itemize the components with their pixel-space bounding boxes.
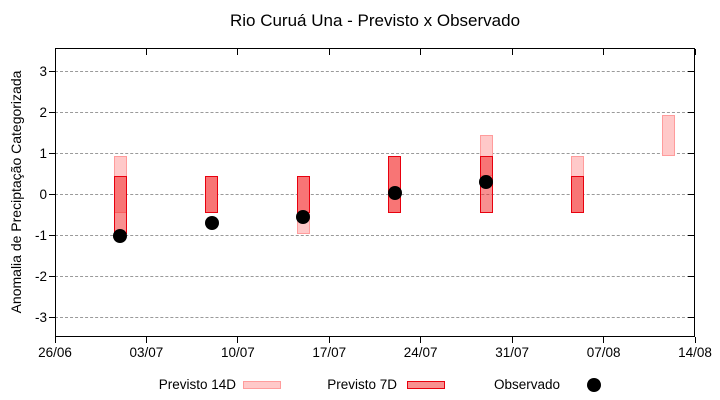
- previsto-7d-box: [205, 176, 219, 214]
- previsto-7d-box: [388, 155, 402, 214]
- y-tickmark: [49, 153, 55, 155]
- y-tickmark: [49, 71, 55, 73]
- gridline: [55, 112, 695, 114]
- observado-dot: [387, 185, 402, 200]
- x-tick-label: 10/07: [220, 345, 255, 360]
- x-tickmark: [603, 337, 605, 343]
- y-tickmark: [49, 194, 55, 196]
- y-tickmark: [688, 194, 694, 196]
- x-tickmark: [328, 337, 330, 343]
- x-tickmark: [328, 49, 330, 55]
- y-tickmark: [49, 112, 55, 114]
- y-tickmark: [688, 317, 694, 319]
- previsto-7d-box: [570, 176, 584, 214]
- legend-swatch-previsto-7d-icon: [407, 381, 445, 389]
- x-tick-label: 31/07: [495, 345, 529, 360]
- x-tick-label: 07/08: [586, 345, 621, 360]
- observado-dot: [296, 210, 311, 225]
- y-tick-label: 2: [39, 104, 47, 120]
- x-tick-label: 17/07: [312, 345, 347, 360]
- legend-label-previsto-7d: Previsto 7D: [327, 377, 397, 392]
- gridline: [55, 71, 695, 73]
- gridline: [55, 194, 695, 196]
- x-tick-label: 14/08: [678, 345, 712, 360]
- x-tickmark: [603, 49, 605, 55]
- chart-title: Rio Curuá Una - Previsto x Observado: [229, 11, 521, 30]
- y-tick-label: 3: [39, 63, 47, 79]
- x-tickmark: [694, 49, 696, 55]
- gridline: [55, 317, 695, 319]
- x-tickmark: [145, 337, 147, 343]
- y-tickmark: [49, 317, 55, 319]
- previsto-7d-box: [113, 176, 127, 234]
- x-tickmark: [420, 337, 422, 343]
- y-tickmark: [688, 276, 694, 278]
- y-tickmark: [688, 153, 694, 155]
- gridline: [55, 235, 695, 237]
- y-tickmark: [49, 276, 55, 278]
- x-tick-label: 24/07: [403, 345, 438, 360]
- gridline: [55, 153, 695, 155]
- x-tickmark: [420, 49, 422, 55]
- y-tick-label: -3: [34, 309, 47, 325]
- x-tickmark: [511, 49, 513, 55]
- x-tickmark: [237, 49, 239, 55]
- y-tick-label: 1: [39, 145, 47, 161]
- y-tickmark: [688, 112, 694, 114]
- legend-label-observado: Observado: [493, 377, 560, 392]
- y-tickmark: [49, 235, 55, 237]
- y-tickmark: [688, 71, 694, 73]
- x-tick-label: 26/06: [38, 345, 72, 360]
- x-tick-label: 03/07: [129, 345, 164, 360]
- x-tickmark: [54, 337, 56, 343]
- y-tick-label: -2: [34, 268, 47, 284]
- y-tick-label: 0: [39, 186, 47, 202]
- x-tickmark: [694, 337, 696, 343]
- x-tickmark: [237, 337, 239, 343]
- y-tickmark: [688, 235, 694, 237]
- x-tickmark: [511, 337, 513, 343]
- observado-dot: [479, 175, 494, 190]
- observado-dot: [113, 228, 128, 243]
- previsto-14d-box: [662, 114, 676, 156]
- gridline: [55, 276, 695, 278]
- previsto-7d-box: [296, 176, 310, 214]
- legend-swatch-previsto-14d-icon: [243, 381, 281, 389]
- legend-label-previsto-14d: Previsto 14D: [158, 377, 236, 392]
- observado-dot: [204, 216, 219, 231]
- x-tickmark: [145, 49, 147, 55]
- legend-observado-dot-icon: [587, 378, 601, 392]
- y-tick-label: -1: [34, 227, 47, 243]
- plot-area: [55, 48, 695, 337]
